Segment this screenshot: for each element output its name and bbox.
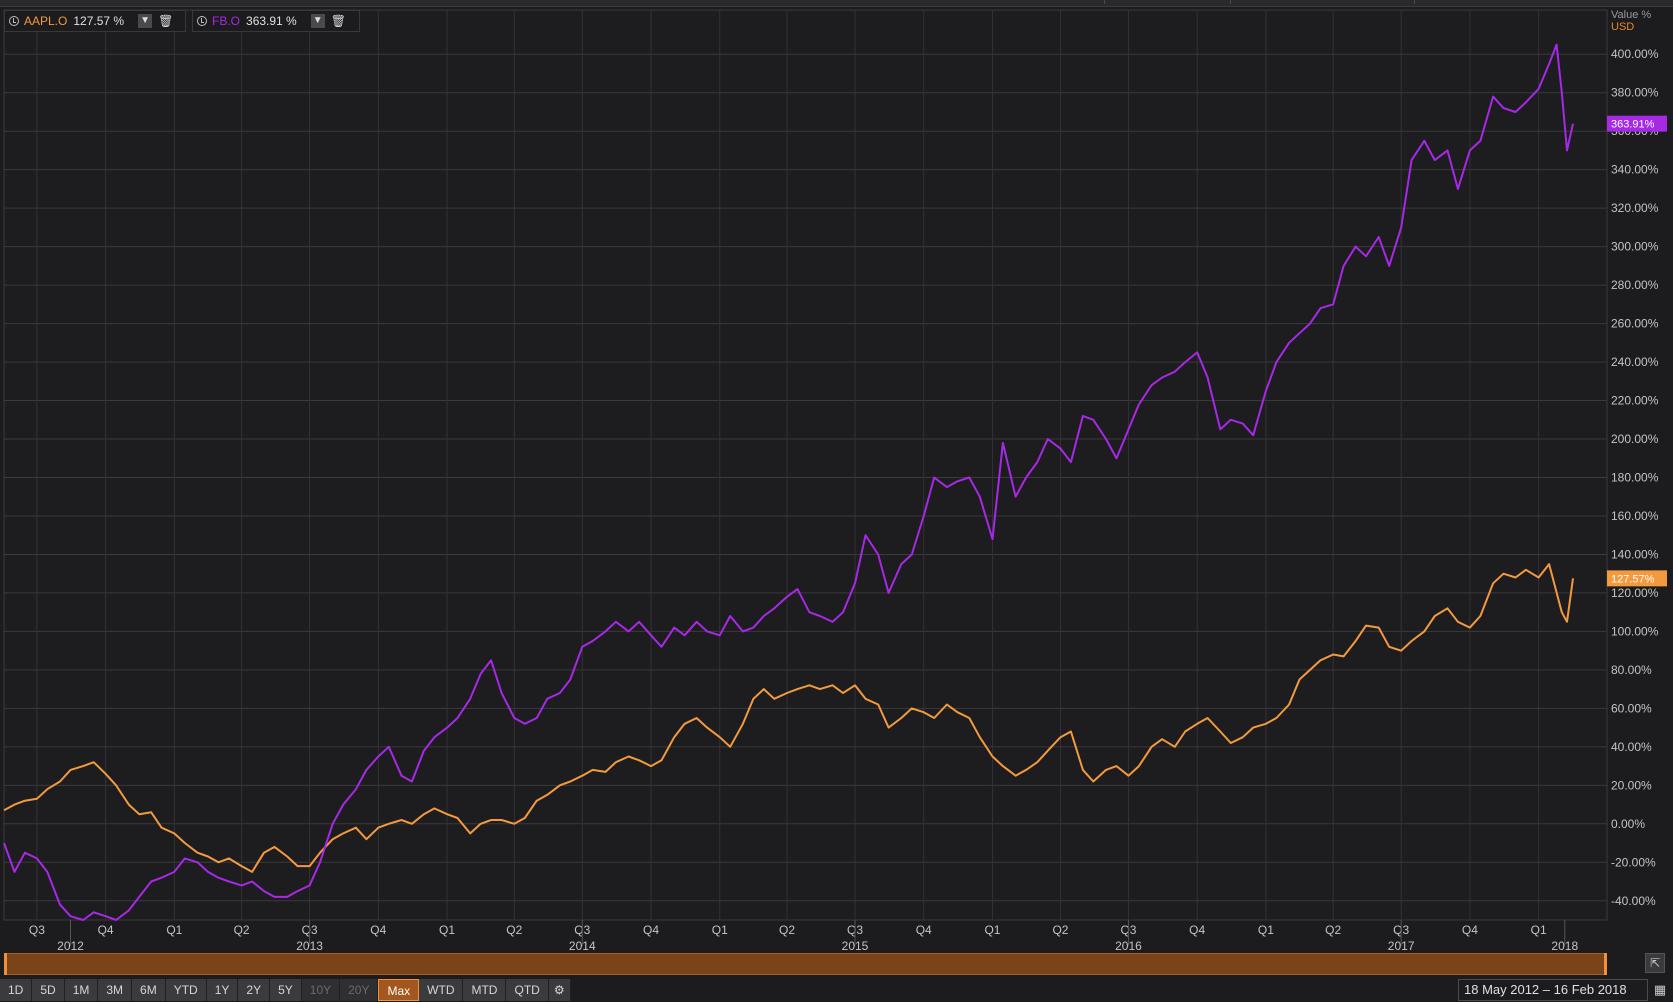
x-tick-label: Q4 xyxy=(643,923,659,937)
range-button-mtd[interactable]: MTD xyxy=(463,979,507,1001)
navigator-handle-left[interactable] xyxy=(4,953,7,975)
y-tick-label: 180.00% xyxy=(1611,471,1659,485)
legend-chip-aapl[interactable]: AAPL.O 127.57 % ▼ 🗑 xyxy=(4,10,186,32)
range-button-5y[interactable]: 5Y xyxy=(270,979,302,1001)
range-button-wtd[interactable]: WTD xyxy=(419,979,464,1001)
range-button-10y: 10Y xyxy=(301,979,341,1001)
range-button-ytd[interactable]: YTD xyxy=(165,979,207,1001)
x-year-label: 2013 xyxy=(296,939,323,951)
range-button-1y[interactable]: 1Y xyxy=(206,979,239,1001)
range-button-bar: 1D 5D 1M 3M 6M YTD 1Y 2Y 5Y 10Y 20Y Max WTD MTD QTD ⚙ xyxy=(0,979,571,1001)
plot-area xyxy=(3,9,1608,921)
x-tick-label: Q1 xyxy=(712,923,728,937)
x-tick-label: Q2 xyxy=(779,923,795,937)
last-value-badge xyxy=(1607,115,1667,132)
x-tick-label: Q1 xyxy=(1531,923,1547,937)
y-tick-label: 240.00% xyxy=(1611,355,1659,369)
time-navigator[interactable] xyxy=(4,953,1607,975)
series-line-fb-o xyxy=(3,43,1574,921)
chevron-down-icon[interactable]: ▼ xyxy=(310,14,325,28)
y-tick-label: 120.00% xyxy=(1611,586,1659,600)
y-tick-label: -40.00% xyxy=(1611,894,1656,908)
y-tick-label: 340.00% xyxy=(1611,163,1659,177)
range-button-2y[interactable]: 2Y xyxy=(238,979,271,1001)
y-tick-label: 400.00% xyxy=(1611,47,1659,61)
legend-ric: AAPL.O xyxy=(24,14,68,28)
x-tick-label: Q3 xyxy=(29,923,45,937)
y-tick-label: 80.00% xyxy=(1611,663,1652,677)
x-tick-label: Q4 xyxy=(370,923,386,937)
x-tick-label: Q1 xyxy=(166,923,182,937)
x-year-label: 2015 xyxy=(842,939,869,951)
toolbar-segment xyxy=(1104,0,1231,4)
clock-icon xyxy=(9,16,19,26)
y-tick-label: -20.00% xyxy=(1611,855,1656,869)
last-value-badge xyxy=(1607,570,1667,587)
x-tick-label: Q4 xyxy=(1462,923,1478,937)
price-chart[interactable]: -40.00% -20.00% 0.00% 20.00% 40.00% 60.00% 80.… xyxy=(0,6,1673,951)
legend-value: 363.91 % xyxy=(246,14,297,28)
x-tick-label: Q2 xyxy=(234,923,250,937)
y-tick-label: 380.00% xyxy=(1611,86,1659,100)
y-tick-label: 60.00% xyxy=(1611,701,1652,715)
x-year-label: 2017 xyxy=(1388,939,1415,951)
y-tick-label: 260.00% xyxy=(1611,317,1659,331)
last-value-label: 127.57% xyxy=(1611,573,1655,585)
trash-icon[interactable]: 🗑 xyxy=(330,14,346,28)
y-tick-label: 40.00% xyxy=(1611,740,1652,754)
y-tick-label: 140.00% xyxy=(1611,547,1659,561)
x-tick-label: Q1 xyxy=(439,923,455,937)
range-button-1d[interactable]: 1D xyxy=(0,979,33,1001)
clock-icon xyxy=(197,16,207,26)
legend-ric: FB.O xyxy=(212,14,241,28)
x-year-label: 2014 xyxy=(569,939,596,951)
date-range-field[interactable]: 18 May 2012 – 16 Feb 2018 xyxy=(1458,979,1648,1001)
range-button-6m[interactable]: 6M xyxy=(132,979,166,1001)
x-tick-label: Q1 xyxy=(984,923,1000,937)
x-tick-label: Q2 xyxy=(1052,923,1068,937)
x-tick-label: Q2 xyxy=(1325,923,1341,937)
y-tick-label: 0.00% xyxy=(1611,817,1645,831)
y-tick-label: 200.00% xyxy=(1611,432,1659,446)
y-tick-label: 220.00% xyxy=(1611,394,1659,408)
trash-icon[interactable]: 🗑 xyxy=(158,14,174,28)
series-line-aapl-o xyxy=(3,563,1574,873)
gear-icon[interactable]: ⚙ xyxy=(548,979,571,1001)
range-button-qtd[interactable]: QTD xyxy=(506,979,549,1001)
x-year-label: 2012 xyxy=(57,939,84,951)
x-tick-label: Q2 xyxy=(506,923,522,937)
y-axis-title: Value % xyxy=(1611,9,1652,21)
top-toolbar-strip xyxy=(0,0,1673,7)
x-year-label: 2016 xyxy=(1115,939,1142,951)
y-tick-label: 300.00% xyxy=(1611,240,1659,254)
last-value-label: 363.91% xyxy=(1611,119,1655,131)
x-tick-label: Q4 xyxy=(916,923,932,937)
y-tick-label: 20.00% xyxy=(1611,778,1652,792)
y-tick-label: 100.00% xyxy=(1611,624,1659,638)
range-button-max[interactable]: Max xyxy=(378,979,420,1001)
chart-zoom-icon[interactable]: ⇱ xyxy=(1645,953,1665,973)
range-button-3m[interactable]: 3M xyxy=(98,979,133,1001)
navigator-handle-right[interactable] xyxy=(1604,953,1607,975)
y-axis-unit: USD xyxy=(1611,21,1635,33)
range-button-20y: 20Y xyxy=(340,979,379,1001)
x-tick-label: Q4 xyxy=(1189,923,1205,937)
y-tick-label: 320.00% xyxy=(1611,201,1659,215)
calendar-icon[interactable]: ▦ xyxy=(1653,982,1667,997)
x-year-label: 2018 xyxy=(1551,939,1578,951)
range-button-5d[interactable]: 5D xyxy=(32,979,65,1001)
x-tick-label: Q4 xyxy=(98,923,114,937)
x-tick-label: Q1 xyxy=(1258,923,1274,937)
y-tick-label: 160.00% xyxy=(1611,509,1659,523)
range-button-1m[interactable]: 1M xyxy=(64,979,99,1001)
toolbar-segment xyxy=(1414,0,1551,4)
y-tick-label: 280.00% xyxy=(1611,278,1659,292)
toolbar-segment xyxy=(1230,0,1303,4)
legend-value: 127.57 % xyxy=(73,14,125,28)
legend-chip-fb[interactable]: FB.O 363.91 % ▼ 🗑 xyxy=(192,10,360,32)
chevron-down-icon[interactable]: ▼ xyxy=(138,14,153,28)
